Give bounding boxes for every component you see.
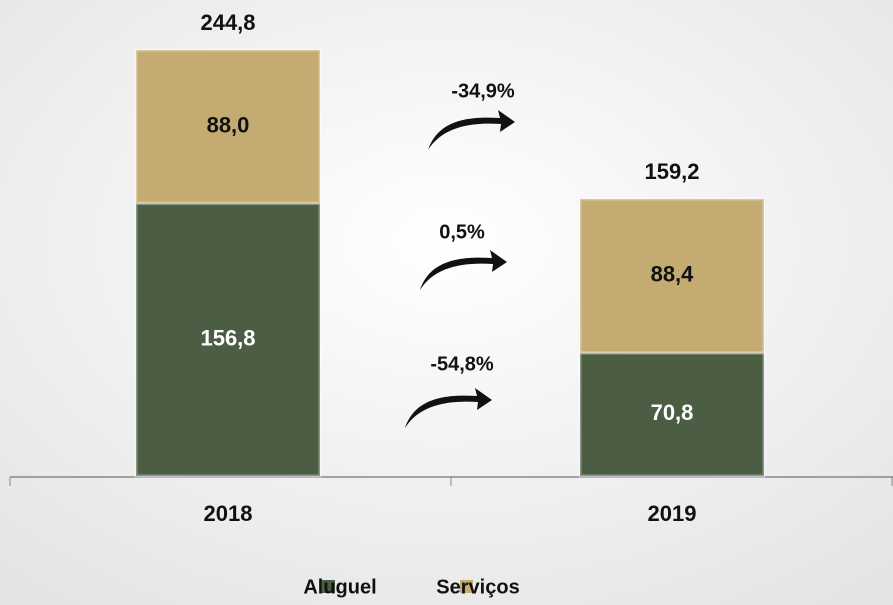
value-label: 88,0 [207, 112, 250, 137]
annotation-arrow [405, 388, 492, 428]
value-label: 70,8 [651, 400, 694, 425]
annotation: -34,9% [451, 80, 515, 102]
annotation: -54,8% [430, 353, 494, 375]
legend-label: Aluguel [303, 576, 376, 598]
value-label: 156,8 [200, 325, 255, 350]
annotation: 0,5% [439, 221, 485, 243]
total-label: 159,2 [644, 159, 699, 184]
x-axis [9, 476, 893, 486]
legend-swatch [322, 580, 335, 593]
x-tick-label: 2019 [648, 501, 697, 526]
bar-segment [134, 201, 322, 478]
bar-segment [578, 351, 766, 478]
total-label: 244,8 [200, 10, 255, 35]
legend-swatch [460, 580, 473, 593]
x-tick-label: 2018 [204, 501, 253, 526]
legend-label: Serviços [436, 576, 519, 598]
bar-segment [578, 197, 766, 355]
annotation-arrow [420, 250, 507, 290]
bar-segment [134, 48, 322, 205]
annotation-arrow [428, 110, 515, 150]
value-label: 88,4 [651, 262, 695, 287]
